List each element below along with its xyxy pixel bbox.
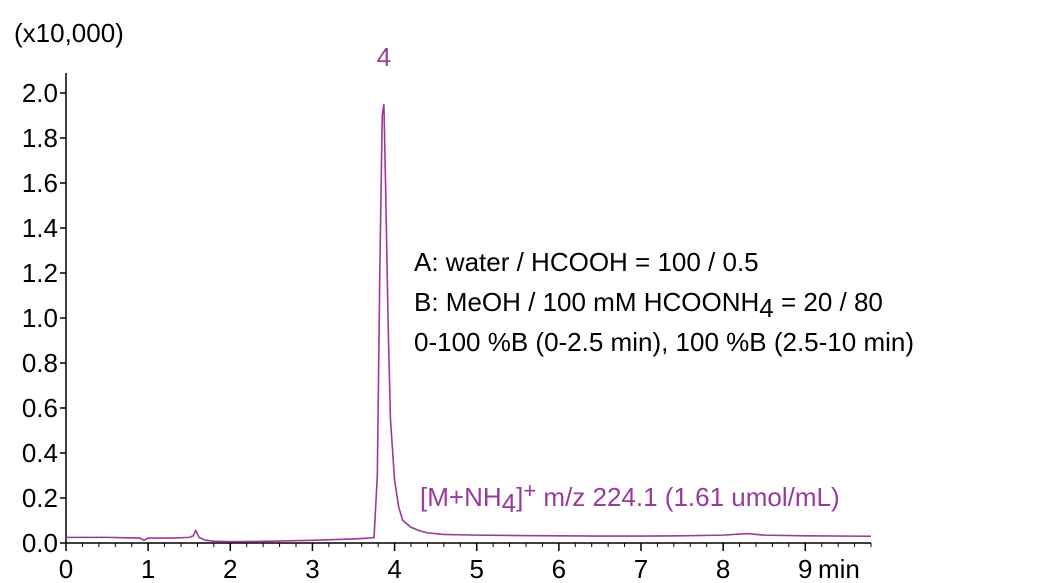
x-tick-label: 4 [387, 554, 401, 583]
x-tick-label: 7 [634, 554, 648, 583]
conditions-line-1: A: water / HCOOH = 100 / 0.5 [414, 247, 759, 277]
x-tick-label: 6 [552, 554, 566, 583]
conditions-line-3: 0-100 %B (0-2.5 min), 100 %B (2.5-10 min… [414, 327, 914, 357]
series-line [66, 104, 872, 543]
conditions-line-2-suffix: = 20 / 80 [774, 287, 883, 317]
ion-label: [M+NH4]+ m/z 224.1 (1.61 umol/mL) [420, 478, 840, 518]
y-tick-label: 1.2 [22, 258, 58, 288]
y-tick-label: 2.0 [22, 78, 58, 108]
ion-label-subscript: 4 [502, 488, 516, 518]
conditions-line-2: B: MeOH / 100 mM HCOONH4 = 20 / 80 [414, 287, 883, 323]
x-tick-label: 0 [59, 554, 73, 583]
peak-label: 4 [377, 42, 391, 72]
x-tick-label: 1 [141, 554, 155, 583]
y-multiplier-label: (x10,000) [14, 18, 124, 48]
x-axis-label: min [818, 554, 860, 583]
y-ticks: 0.0 0.2 0.4 0.6 0.8 1.0 1.2 1.4 1.6 1.8 2.0 [22, 78, 66, 558]
y-tick-label: 1.0 [22, 303, 58, 333]
y-tick-label: 0.4 [22, 438, 58, 468]
ion-label-bracket: ] [516, 482, 523, 512]
x-tick-label: 9 [798, 554, 812, 583]
conditions-line-2-subscript: 4 [759, 293, 773, 323]
x-minor-ticks [81, 543, 872, 547]
y-tick-label: 1.8 [22, 123, 58, 153]
x-tick-label: 8 [716, 554, 730, 583]
y-tick-label: 1.4 [22, 213, 58, 243]
x-ticks: 0 1 2 3 4 5 6 7 8 9 [59, 543, 813, 583]
x-tick-label: 5 [469, 554, 483, 583]
y-tick-label: 1.6 [22, 168, 58, 198]
ion-label-prefix: [M+NH [420, 482, 502, 512]
y-tick-label: 0.6 [22, 393, 58, 423]
conditions-line-2-prefix: B: MeOH / 100 mM HCOONH [414, 287, 759, 317]
x-tick-label: 2 [223, 554, 237, 583]
ion-label-superscript: + [523, 478, 536, 503]
ion-label-rest: m/z 224.1 (1.61 umol/mL) [536, 482, 839, 512]
x-tick-label: 3 [305, 554, 319, 583]
y-tick-label: 0.0 [22, 528, 58, 558]
y-tick-label: 0.8 [22, 348, 58, 378]
y-tick-label: 0.2 [22, 483, 58, 513]
axes [65, 73, 871, 544]
